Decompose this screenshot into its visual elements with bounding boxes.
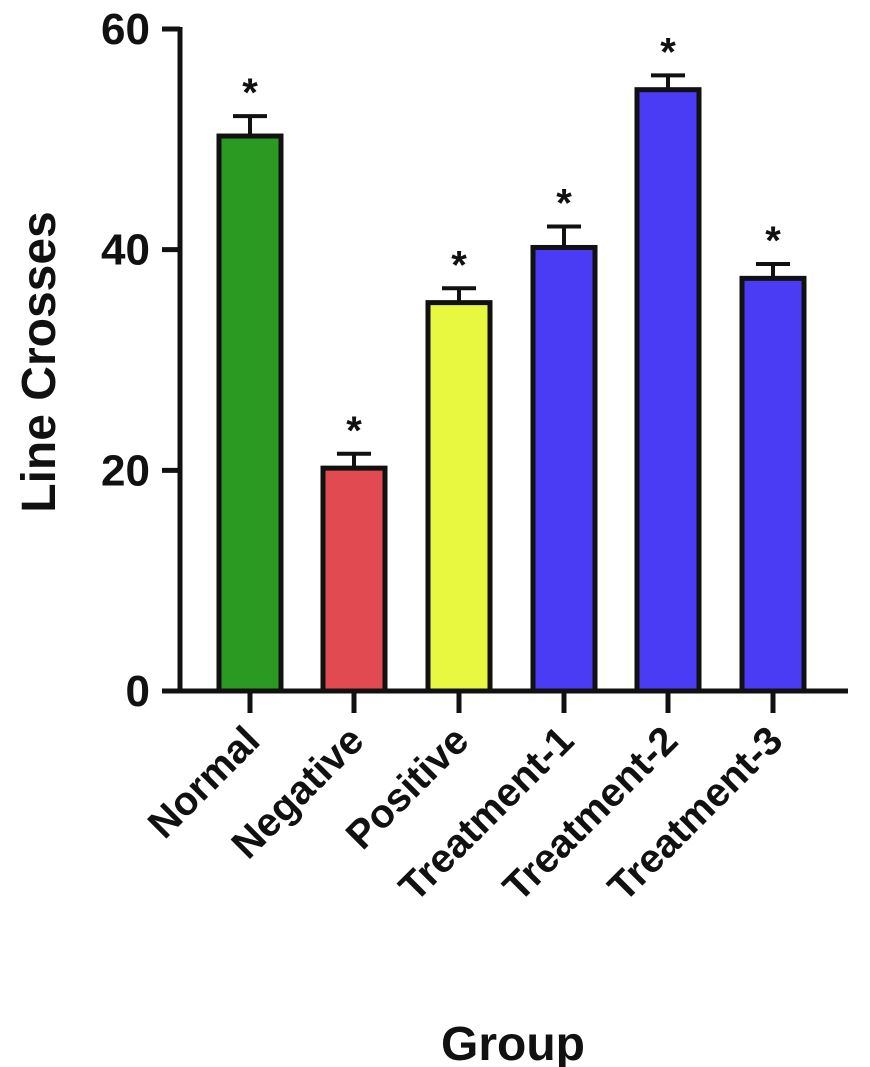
significance-marker: * [556,181,572,225]
x-axis: NormalNegativePositiveTreatment-1Treatme… [140,688,848,910]
y-tick-label: 40 [101,226,150,275]
y-axis-title: Line Crosses [13,211,66,512]
bar [634,87,702,694]
bar [216,133,284,694]
y-tick-label: 0 [126,667,150,716]
significance-marker: * [346,409,362,453]
significance-marker: * [660,30,676,74]
y-tick-label: 20 [101,446,150,495]
bar [739,275,807,694]
y-axis: 0 20 40 60 [101,5,183,716]
bar [320,465,388,694]
x-axis-title: Group [441,1018,585,1067]
bar [530,244,598,694]
bars: * * * * * * [216,30,807,694]
y-tick-label: 60 [101,5,150,54]
significance-marker: * [242,71,258,115]
bar [425,300,493,694]
significance-marker: * [451,243,467,287]
significance-marker: * [765,219,781,263]
